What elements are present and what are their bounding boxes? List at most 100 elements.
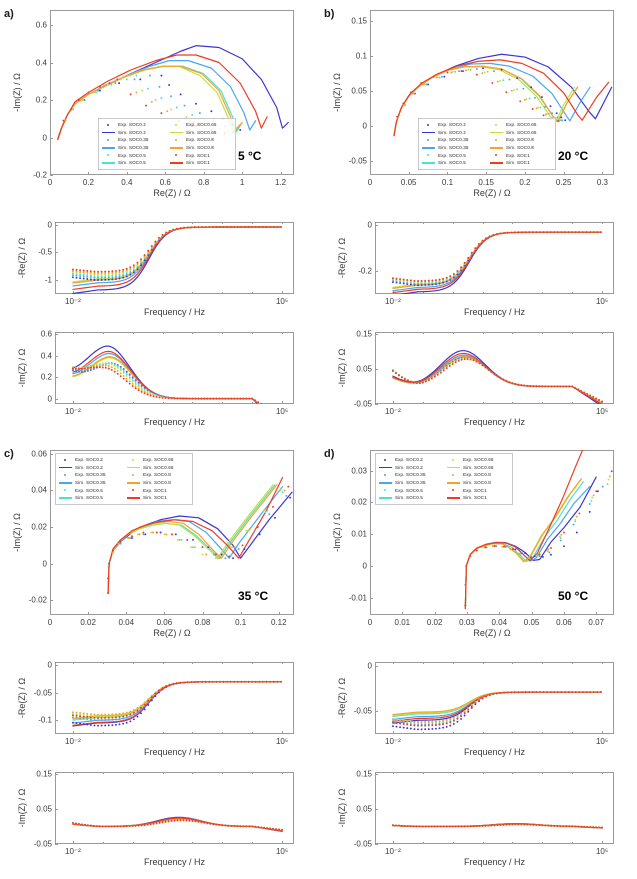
a-bode-re-xminortick-top	[222, 222, 224, 224]
b-nyquist-xticklabel: 0.05	[400, 178, 417, 187]
d-bode-re-ytick	[375, 711, 378, 713]
c-bode-re-xminortick	[102, 732, 104, 734]
c-bode-re-xminortick-top	[102, 662, 104, 664]
c-nyquist-ytick	[50, 600, 53, 602]
legend-label: Sim. SOC0.2	[395, 464, 423, 470]
c-nyquist-xticklabel: 0	[47, 618, 53, 627]
legend-marker-swatch	[490, 121, 503, 128]
a-bode-re-xminortick-top	[282, 222, 284, 224]
d-bode-re-yticklabel: -0.05	[353, 706, 372, 716]
legend-marker-swatch	[102, 152, 115, 159]
legend-line-swatch	[127, 494, 140, 501]
a-nyquist-ytick	[50, 25, 53, 26]
d-bode-im-yticklabel: 0.15	[356, 769, 372, 779]
legend-line	[102, 147, 115, 149]
legend-line-swatch	[490, 159, 503, 166]
a-bode-im-yticklabel: 0.6	[40, 329, 52, 339]
legend-label: Exp. SOC0.2	[395, 457, 423, 463]
b-nyquist-xticklabel: 0.3	[596, 178, 608, 187]
a-bode-im-xminortick-top	[252, 332, 254, 334]
c-nyquist-yticklabel: 0.04	[31, 485, 47, 495]
legend-line-swatch	[170, 144, 183, 151]
a-bode-re-xticklabel: 10⁵	[275, 297, 289, 306]
legend-line	[379, 466, 392, 469]
series-markers-expsoc1	[464, 470, 613, 607]
c-nyquist-ytick	[50, 563, 53, 565]
legend-item: Sim. SOC0.35	[379, 479, 441, 487]
b-nyquist-xtick	[447, 172, 449, 175]
a-bode-im-xminortick	[252, 402, 254, 404]
legend-item: Sim. SOC0.2	[379, 464, 441, 472]
c-bode-im-xminortick-top	[222, 772, 224, 774]
a-nyquist-xtick	[126, 172, 128, 175]
legend-item: Exp. SOC0.35	[102, 136, 164, 144]
a-nyquist-ytick	[50, 62, 53, 64]
d-bode-re-xminortick-top	[482, 662, 484, 664]
d-bode-re-xminortick-top	[542, 662, 544, 664]
legend-marker-swatch	[127, 487, 140, 494]
a-nyquist-xtick	[165, 172, 167, 175]
legend-line-swatch	[490, 129, 503, 136]
legend-item: Exp. SOC0.35	[422, 136, 484, 144]
legend-marker-swatch	[59, 487, 72, 494]
a-nyquist-xtick	[280, 172, 282, 175]
c-nyquist-xtick	[240, 612, 242, 615]
a-nyquist-ytick	[50, 137, 53, 139]
b-bode-im-xminortick	[392, 402, 394, 404]
c-bode-re-xminortick-top	[282, 662, 284, 664]
a-bode-re-xticklabel: 10⁻²	[65, 297, 81, 306]
d-bode-im-xminortick	[512, 842, 514, 844]
b-bode-re-xminortick-top	[482, 222, 484, 224]
c-bode-re-xminortick	[252, 732, 254, 734]
d-nyquist-xticklabel: 0.04	[491, 618, 508, 627]
legend-item: Sim. SOC0.5	[379, 494, 441, 502]
legend-item: Sim. SOC0.35	[102, 144, 164, 152]
d-bode-im-xminortick-top	[452, 772, 454, 774]
legend-line	[170, 162, 183, 164]
c-bode-im-xminortick-top	[192, 772, 194, 774]
a-bode-im-ytick	[55, 377, 58, 379]
legend-dot	[495, 123, 498, 126]
legend-label: Sim. SOC0.35	[118, 145, 149, 151]
legend-item: Sim. SOC0.2	[422, 129, 484, 137]
series-markers-expsoc1	[391, 823, 603, 829]
c-bode-re-ytick	[55, 665, 58, 667]
legend-marker-swatch	[447, 487, 460, 494]
d-bode-re-xminortick-top	[452, 662, 454, 664]
legend-label: Exp. SOC0.65	[143, 457, 174, 463]
c-bode-im-xminortick	[132, 842, 134, 844]
legend-marker-swatch	[379, 471, 392, 478]
legend-label: Sim. SOC1	[506, 160, 530, 166]
legend-dot	[495, 154, 498, 157]
legend-label: Sim. SOC0.5	[75, 495, 103, 501]
b-bode-re-yticklabel: -0.2	[358, 266, 372, 276]
c-bode-im-xminortick-top	[72, 772, 74, 774]
b-bode-im-yticklabel: 0.05	[356, 364, 372, 374]
legend-line	[127, 482, 140, 484]
a-bode-re-xminortick	[192, 292, 194, 294]
legend-item: Exp. SOC0.65	[170, 121, 232, 129]
c-nyquist-xtick	[278, 612, 280, 615]
c-nyquist-xlabel: Re(Z) / Ω	[153, 628, 191, 638]
legend-label: Sim. SOC1	[463, 495, 487, 501]
b-bode-im-axes	[375, 332, 614, 404]
b-nyquist-xtick	[602, 172, 604, 175]
a-bode-re-yticklabel: 0	[47, 220, 52, 230]
legend-item: Exp. SOC0.65	[127, 456, 189, 464]
d-nyquist-xtick	[563, 612, 565, 615]
c-bode-re-xminortick	[162, 732, 164, 734]
d-bode-re-xminortick	[572, 732, 574, 734]
series-markers-expsoc1	[391, 231, 602, 282]
legend-label: Exp. SOC0.2	[75, 457, 103, 463]
b-nyquist-xticklabel: 0.2	[519, 178, 531, 187]
d-nyquist-ytick	[370, 565, 373, 567]
legend-line-swatch	[379, 479, 392, 486]
legend-dot	[384, 489, 387, 492]
legend-item: Exp. SOC1	[127, 486, 189, 494]
a-bode-re-xminortick-top	[192, 222, 194, 224]
b-bode-re-xlabel: Frequency / Hz	[463, 307, 526, 317]
legend-line-swatch	[447, 464, 460, 471]
a-bode-re-xminortick-top	[132, 222, 134, 224]
b-bode-re-yticklabel: 0	[367, 220, 372, 230]
c-bode-re-yticklabel: -0.05	[33, 688, 52, 698]
